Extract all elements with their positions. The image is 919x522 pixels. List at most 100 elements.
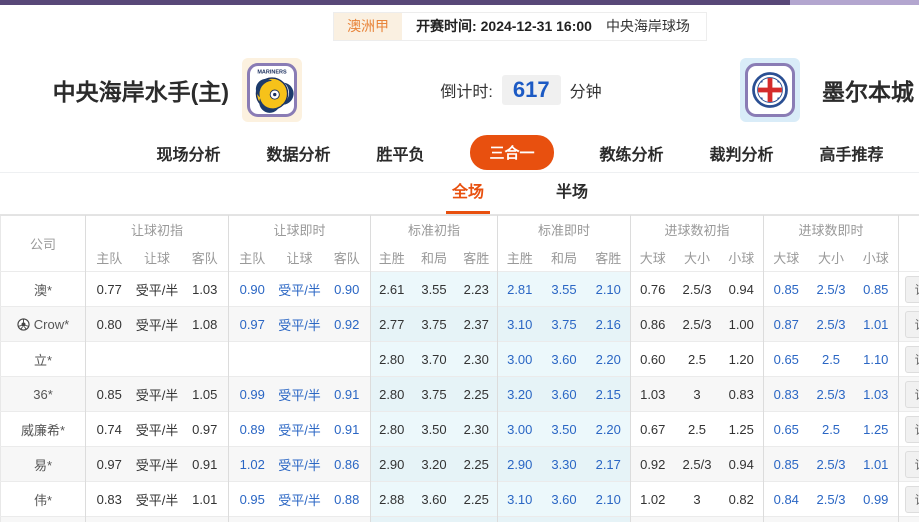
odds-cell: 0.99 — [853, 481, 899, 517]
countdown-label: 倒计时: — [440, 84, 493, 101]
odds-cell: 2.23 — [455, 271, 498, 307]
odds-cell — [323, 516, 371, 522]
odds-cell: 0.85 — [85, 376, 133, 412]
odds-table-wrap: 公司 让球初指 让球即时 标准初指 标准即时 进球数初指 进球数即时 主队 让球 客队 主队 让球 客队… — [0, 215, 919, 522]
tab-5[interactable]: 教练分析 — [599, 146, 664, 164]
odds-cell — [323, 341, 371, 377]
odds-cell: 2.81 — [497, 271, 542, 307]
odds-cell: 2.5 — [674, 341, 720, 377]
melbourne-city-crest-icon — [745, 63, 795, 117]
match-info-row: 澳洲甲 开赛时间: 2024-12-31 16:00 中央海岸球场 — [0, 5, 919, 47]
company-cell[interactable]: 36* — [0, 376, 86, 412]
odds-cell: 3.75 — [541, 306, 587, 342]
subtab-1[interactable]: 全场 — [445, 178, 490, 214]
detail-column-header — [898, 215, 919, 272]
detail-button[interactable]: 详情 — [904, 450, 919, 478]
odds-cell: 3.00 — [497, 341, 542, 377]
odds-cell: 3.20 — [412, 446, 456, 482]
odds-cell: 受平/半 — [132, 481, 182, 517]
odds-cell: 0.74 — [85, 411, 133, 447]
odds-cell: 3.10 — [497, 306, 542, 342]
odds-cell: 0.60 — [630, 341, 675, 377]
tab-7[interactable]: 高手推荐 — [819, 146, 884, 164]
company-cell[interactable]: 易* — [0, 446, 86, 482]
odds-cell: 0.99 — [228, 376, 276, 412]
odds-cell: 0.87 — [763, 306, 809, 342]
odds-row-2: Crow* 0.80 受平/半 1.08 0.97 受平/半 0.92 2.77 3.75 2.3… — [0, 306, 919, 342]
odds-cell: 0.92 — [630, 446, 675, 482]
sub-header-6-2: 大小 — [808, 243, 854, 272]
odds-cell: 1.02 — [228, 446, 276, 482]
tab-6[interactable]: 裁判分析 — [709, 146, 774, 164]
odds-cell: 0.85 — [853, 271, 899, 307]
company-cell[interactable]: 威廉希* — [0, 411, 86, 447]
odds-cell: 2.37 — [455, 306, 498, 342]
subtab-2[interactable]: 半场 — [556, 184, 589, 201]
odds-cell — [132, 516, 182, 522]
odds-cell: 0.67 — [630, 411, 675, 447]
tab-2[interactable]: 数据分析 — [266, 146, 331, 164]
detail-cell: 详情 — [898, 271, 919, 307]
group-header-5: 进球数初指 — [629, 215, 764, 244]
sub-header-5-2: 大小 — [674, 243, 720, 272]
odds-cell: 3 — [674, 376, 720, 412]
odds-cell — [497, 516, 542, 522]
sub-header-4-2: 和局 — [541, 243, 587, 272]
odds-cell: 受平/半 — [275, 306, 324, 342]
odds-cell: 1.00 — [719, 306, 764, 342]
odds-cell: 3.60 — [541, 341, 587, 377]
home-team-logo: MARINERS — [242, 58, 302, 122]
odds-cell: 0.88 — [323, 481, 371, 517]
sub-header-6-3: 小球 — [853, 243, 899, 272]
detail-button[interactable]: 详情 — [904, 345, 919, 373]
odds-cell: 0.86 — [323, 446, 371, 482]
detail-button[interactable]: 详情 — [904, 415, 919, 443]
league-badge[interactable]: 澳洲甲 — [334, 12, 403, 40]
odds-cell: 3.60 — [541, 376, 587, 412]
odds-cell: 3 — [674, 481, 720, 517]
mariners-crest-icon: MARINERS — [247, 63, 297, 117]
odds-cell — [630, 516, 675, 522]
tab-4[interactable]: 三合一 — [470, 135, 554, 170]
company-cell[interactable]: Crow* — [0, 306, 86, 342]
detail-button[interactable]: 详情 — [904, 485, 919, 513]
tab-3[interactable]: 胜平负 — [376, 146, 425, 164]
company-cell[interactable]: 伟* — [0, 481, 86, 517]
group-header-6: 进球数即时 — [763, 215, 899, 244]
company-cell[interactable]: 立* — [0, 341, 86, 377]
odds-cell: 受平/半 — [275, 376, 324, 412]
odds-row-4: 36* 0.85 受平/半 1.05 0.99 受平/半 0.91 2.80 3.75 2.25 3… — [0, 376, 919, 412]
odds-cell: 受平/半 — [275, 411, 324, 447]
odds-cell: 2.25 — [455, 376, 498, 412]
odds-cell: 1.25 — [719, 411, 764, 447]
detail-button[interactable]: 详情 — [904, 380, 919, 408]
odds-cell: 2.80 — [370, 341, 413, 377]
odds-cell: 2.5 — [808, 411, 854, 447]
odds-cell: 1.10 — [853, 341, 899, 377]
odds-cell: 2.5 — [674, 411, 720, 447]
detail-button[interactable]: 详情 — [904, 275, 919, 303]
company-cell[interactable] — [0, 516, 86, 522]
odds-cell: 0.91 — [181, 446, 229, 482]
odds-cell: 0.97 — [85, 446, 133, 482]
odds-row-1: 澳* 0.77 受平/半 1.03 0.90 受平/半 0.90 2.61 3.55 2.23 2.… — [0, 271, 919, 307]
odds-cell: 1.01 — [853, 306, 899, 342]
tab-1[interactable]: 现场分析 — [156, 146, 221, 164]
odds-cell: 2.90 — [497, 446, 542, 482]
odds-cell — [85, 516, 133, 522]
odds-cell: 2.61 — [370, 271, 413, 307]
odds-cell: 0.82 — [719, 481, 764, 517]
odds-cell — [455, 516, 498, 522]
countdown-block: 倒计时: 617 分钟 — [302, 75, 740, 105]
odds-cell: 2.5/3 — [808, 446, 854, 482]
company-column-header: 公司 — [0, 215, 86, 272]
detail-cell: 详情 — [898, 341, 919, 377]
odds-cell: 2.77 — [370, 306, 413, 342]
detail-cell — [898, 516, 919, 522]
odds-cell: 0.97 — [228, 306, 276, 342]
odds-cell: 1.01 — [853, 446, 899, 482]
sub-header-5-1: 大球 — [630, 243, 675, 272]
detail-button[interactable]: 详情 — [904, 310, 919, 338]
company-cell[interactable]: 澳* — [0, 271, 86, 307]
